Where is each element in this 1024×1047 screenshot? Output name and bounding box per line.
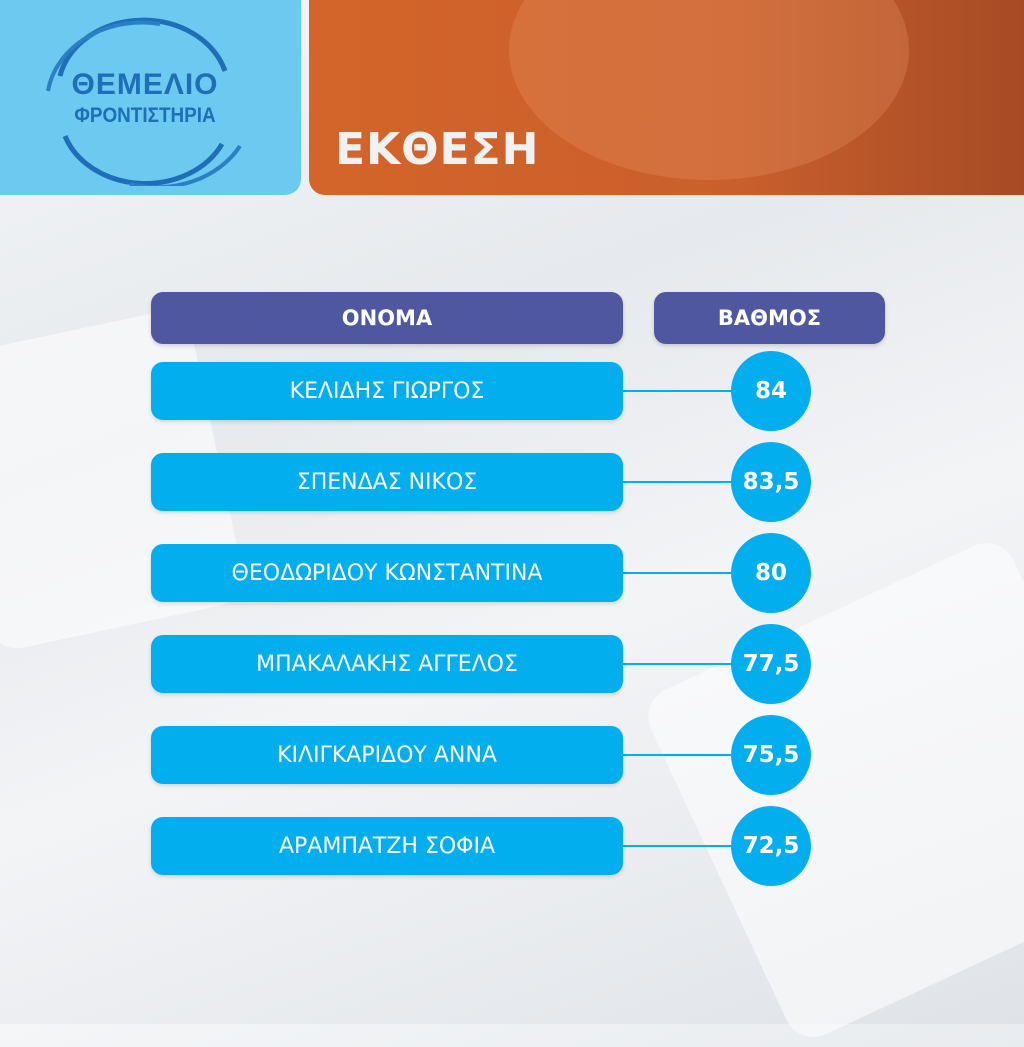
student-name: ΑΡΑΜΠΑΤΖΗ ΣΟΦΙΑ (151, 817, 623, 875)
logo-text-line1: ΘΕΜΕΛΙΟ (71, 68, 219, 101)
logo: ΘΕΜΕΛΙΟ ΦΡΟΝΤΙΣΤΗΡΙΑ (40, 16, 250, 190)
student-grade: 84 (731, 351, 811, 431)
row-connector (623, 845, 733, 847)
student-name: ΘΕΟΔΩΡΙΔΟΥ ΚΩΝΣΤΑΝΤΙΝΑ (151, 544, 623, 602)
row-connector (623, 481, 733, 483)
row-connector (623, 754, 733, 756)
row-connector (623, 572, 733, 574)
page-title: ΕΚΘΕΣΗ (335, 124, 540, 175)
student-grade: 80 (731, 533, 811, 613)
header-name: ΟΝΟΜΑ (151, 292, 623, 344)
student-name: ΚΕΛΙΔΗΣ ΓΙΩΡΓΟΣ (151, 362, 623, 420)
student-name: ΜΠΑΚΑΛΑΚΗΣ ΑΓΓΕΛΟΣ (151, 635, 623, 693)
student-name: ΚΙΛΙΓΚΑΡΙΔΟΥ ΑΝΝΑ (151, 726, 623, 784)
student-grade: 75,5 (731, 715, 811, 795)
student-grade: 77,5 (731, 624, 811, 704)
background-decoration (638, 533, 1024, 1047)
student-grade: 83,5 (731, 442, 811, 522)
title-panel: ΕΚΘΕΣΗ (309, 0, 1024, 195)
row-connector (623, 663, 733, 665)
student-name: ΣΠΕΝΔΑΣ ΝΙΚΟΣ (151, 453, 623, 511)
logo-panel: ΘΕΜΕΛΙΟ ΦΡΟΝΤΙΣΤΗΡΙΑ (0, 0, 301, 195)
header-grade: ΒΑΘΜΟΣ (654, 292, 885, 344)
logo-text-line2: ΦΡΟΝΤΙΣΤΗΡΙΑ (74, 104, 216, 127)
student-grade: 72,5 (731, 806, 811, 886)
row-connector (623, 390, 733, 392)
